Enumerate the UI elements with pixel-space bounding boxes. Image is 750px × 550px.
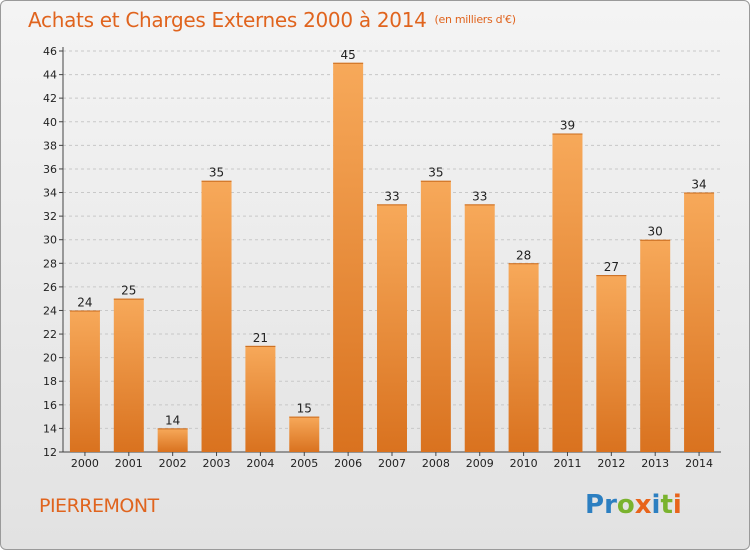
bars xyxy=(69,62,715,452)
y-tick-label: 46 xyxy=(43,45,57,58)
logo-letter: o xyxy=(616,490,635,520)
data-label: 45 xyxy=(340,48,355,62)
chart-title-text: Achats et Charges Externes 2000 à 2014 xyxy=(28,8,427,32)
data-label: 35 xyxy=(428,166,443,180)
bar xyxy=(377,204,407,452)
bar xyxy=(69,310,100,452)
bar xyxy=(245,345,276,452)
y-tick-label: 26 xyxy=(43,281,57,294)
x-tick-label: 2007 xyxy=(378,457,406,470)
data-label: 21 xyxy=(253,331,268,345)
x-tick-labels: 2000 2001 2002 2003 2004 2005 2006 2007 2008 2009… xyxy=(71,457,713,470)
x-tick-label: 2009 xyxy=(466,457,494,470)
data-label: 28 xyxy=(516,248,531,262)
chart-unit: (en milliers d'€) xyxy=(434,13,516,26)
x-tick-label: 2012 xyxy=(597,457,625,470)
x-tick-label: 2008 xyxy=(422,457,450,470)
x-tick-label: 2005 xyxy=(290,457,318,470)
bar xyxy=(289,416,320,452)
logo-letter: i xyxy=(672,490,682,520)
chart-title: Achats et Charges Externes 2000 à 2014 (e… xyxy=(28,8,516,32)
bar xyxy=(157,428,188,452)
data-label: 27 xyxy=(604,260,619,274)
data-label: 30 xyxy=(648,225,663,239)
y-tick-label: 44 xyxy=(43,69,57,82)
y-tick-label: 42 xyxy=(43,92,57,105)
x-tick-label: 2003 xyxy=(203,457,231,470)
bar xyxy=(640,239,671,452)
y-tick-label: 38 xyxy=(43,139,57,152)
y-tick-labels: 12 14 16 18 20 22 24 26 28 30 32 34 36 38 40 42 44 46 xyxy=(43,45,57,459)
x-tick-label: 2006 xyxy=(334,457,362,470)
data-label: 24 xyxy=(77,295,92,309)
x-tick-label: 2010 xyxy=(510,457,538,470)
y-tick-label: 24 xyxy=(43,304,57,317)
data-labels: 24 25 14 35 21 15 45 33 35 33 28 39 27 30 34 xyxy=(77,48,706,428)
y-tick-label: 34 xyxy=(43,187,57,200)
x-tick-label: 2001 xyxy=(115,457,143,470)
data-label: 33 xyxy=(384,189,399,203)
bar xyxy=(508,263,539,452)
x-tick-label: 2000 xyxy=(71,457,99,470)
logo-letter: r xyxy=(604,490,617,520)
bar xyxy=(201,180,232,452)
commune-name: PIERREMONT xyxy=(39,495,159,517)
logo-letter: t xyxy=(660,490,673,520)
y-tick-label: 30 xyxy=(43,234,57,247)
y-tick-label: 14 xyxy=(43,422,57,435)
y-tick-label: 28 xyxy=(43,257,57,270)
logo-letter: P xyxy=(585,490,605,520)
x-tick-label: 2013 xyxy=(641,457,669,470)
bar xyxy=(113,298,144,452)
data-label: 39 xyxy=(560,119,575,133)
x-tick-label: 2002 xyxy=(159,457,187,470)
data-label: 33 xyxy=(472,189,487,203)
data-label: 34 xyxy=(691,178,706,192)
x-tick-label: 2014 xyxy=(685,457,713,470)
y-tick-label: 16 xyxy=(43,399,57,412)
data-label: 25 xyxy=(121,284,136,298)
bar xyxy=(552,133,583,452)
y-tick-label: 20 xyxy=(43,352,57,365)
data-label: 15 xyxy=(297,402,312,416)
y-tick-label: 22 xyxy=(43,328,57,341)
y-tick-label: 32 xyxy=(43,210,57,223)
bar xyxy=(464,204,495,452)
y-tick-label: 40 xyxy=(43,116,57,129)
bar xyxy=(333,62,364,452)
data-label: 14 xyxy=(165,413,180,427)
x-tick-label: 2004 xyxy=(246,457,274,470)
proxiti-logo: Proxiti xyxy=(585,490,682,520)
bar xyxy=(596,275,627,452)
y-tick-label: 18 xyxy=(43,375,57,388)
logo-letter: i xyxy=(651,490,661,520)
y-tick-label: 12 xyxy=(43,446,57,459)
y-tick-label: 36 xyxy=(43,163,57,176)
bar xyxy=(420,180,451,452)
data-label: 35 xyxy=(209,166,224,180)
bar xyxy=(684,192,715,452)
logo-letter: x xyxy=(634,490,652,520)
x-tick-label: 2011 xyxy=(553,457,581,470)
